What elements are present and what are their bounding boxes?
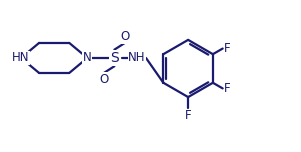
Text: NH: NH xyxy=(128,51,146,64)
Text: S: S xyxy=(110,51,119,65)
Text: O: O xyxy=(120,30,129,43)
Text: O: O xyxy=(99,73,108,86)
Text: F: F xyxy=(223,42,230,55)
Text: N: N xyxy=(83,51,92,64)
Text: F: F xyxy=(223,82,230,95)
Text: F: F xyxy=(185,109,191,122)
Text: HN: HN xyxy=(12,51,30,64)
